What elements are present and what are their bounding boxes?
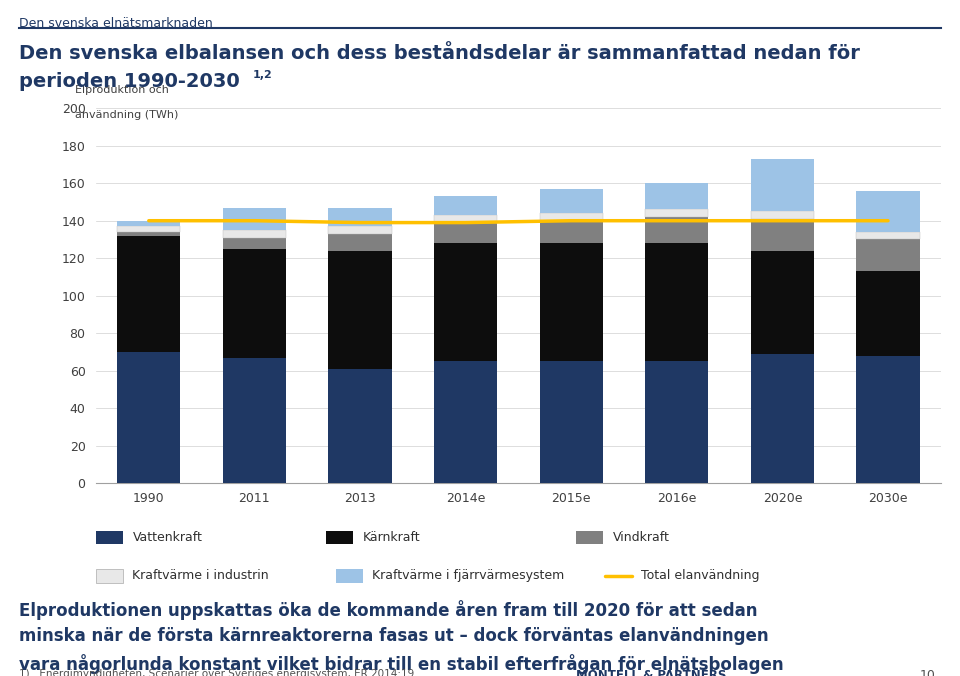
Bar <box>223 358 286 483</box>
Bar <box>328 251 392 369</box>
Text: Vattenkraft: Vattenkraft <box>132 531 203 544</box>
Bar <box>434 362 497 483</box>
Bar <box>645 362 708 483</box>
Bar <box>434 215 497 222</box>
Bar <box>751 354 814 483</box>
Bar <box>117 352 180 483</box>
Bar <box>645 217 708 243</box>
Text: 1,2: 1,2 <box>252 70 273 80</box>
Text: Kraftvärme i fjärrvärmesystem: Kraftvärme i fjärrvärmesystem <box>372 569 564 583</box>
Text: minska när de första kärnreaktorerna fasas ut – dock förväntas elanvändningen: minska när de första kärnreaktorerna fas… <box>19 627 769 646</box>
Bar <box>223 237 286 249</box>
Text: Kraftvärme i industrin: Kraftvärme i industrin <box>132 569 269 583</box>
Bar <box>434 222 497 243</box>
Bar <box>856 232 920 239</box>
Bar <box>540 362 603 483</box>
Bar <box>751 212 814 219</box>
Text: Vindkraft: Vindkraft <box>612 531 669 544</box>
Bar <box>645 183 708 210</box>
Bar <box>751 159 814 212</box>
Bar <box>856 191 920 232</box>
Text: Den svenska elnätsmarknaden: Den svenska elnätsmarknaden <box>19 17 213 30</box>
Bar <box>117 226 180 232</box>
Bar <box>117 220 180 226</box>
Text: användning (TWh): användning (TWh) <box>75 110 179 120</box>
Bar <box>223 249 286 358</box>
Text: Den svenska elbalansen och dess beståndsdelar är sammanfattad nedan för: Den svenska elbalansen och dess bestånds… <box>19 44 860 63</box>
Bar <box>223 230 286 237</box>
Bar <box>434 243 497 362</box>
Text: 10: 10 <box>920 669 936 676</box>
Text: Elproduktionen uppskattas öka de kommande åren fram till 2020 för att sedan: Elproduktionen uppskattas öka de kommand… <box>19 600 757 621</box>
Bar <box>328 208 392 226</box>
Bar <box>117 232 180 236</box>
Bar <box>540 213 603 220</box>
Text: Kärnkraft: Kärnkraft <box>363 531 420 544</box>
Bar <box>751 219 814 251</box>
Bar <box>223 208 286 230</box>
Bar <box>856 356 920 483</box>
Bar <box>328 234 392 251</box>
Bar <box>856 239 920 271</box>
Bar <box>856 271 920 356</box>
Bar <box>540 220 603 243</box>
Text: vara någorlunda konstant vilket bidrar till en stabil efterfrågan för elnätsbola: vara någorlunda konstant vilket bidrar t… <box>19 654 783 674</box>
Text: 1)   Energimyndigheten, Scenarier över Sveriges energisystem, ER 2014:19: 1) Energimyndigheten, Scenarier över Sve… <box>19 669 415 676</box>
Text: Total elanvändning: Total elanvändning <box>641 569 759 583</box>
Bar <box>540 189 603 213</box>
Bar <box>328 226 392 234</box>
Bar <box>540 243 603 362</box>
Text: MONTELL & PARTNERS: MONTELL & PARTNERS <box>576 669 727 676</box>
Bar <box>645 243 708 362</box>
Text: Elproduktion och: Elproduktion och <box>75 85 169 95</box>
Bar <box>645 210 708 217</box>
Bar <box>751 251 814 354</box>
Text: perioden 1990-2030: perioden 1990-2030 <box>19 72 240 91</box>
Bar <box>117 236 180 352</box>
Bar <box>434 196 497 215</box>
Bar <box>328 369 392 483</box>
